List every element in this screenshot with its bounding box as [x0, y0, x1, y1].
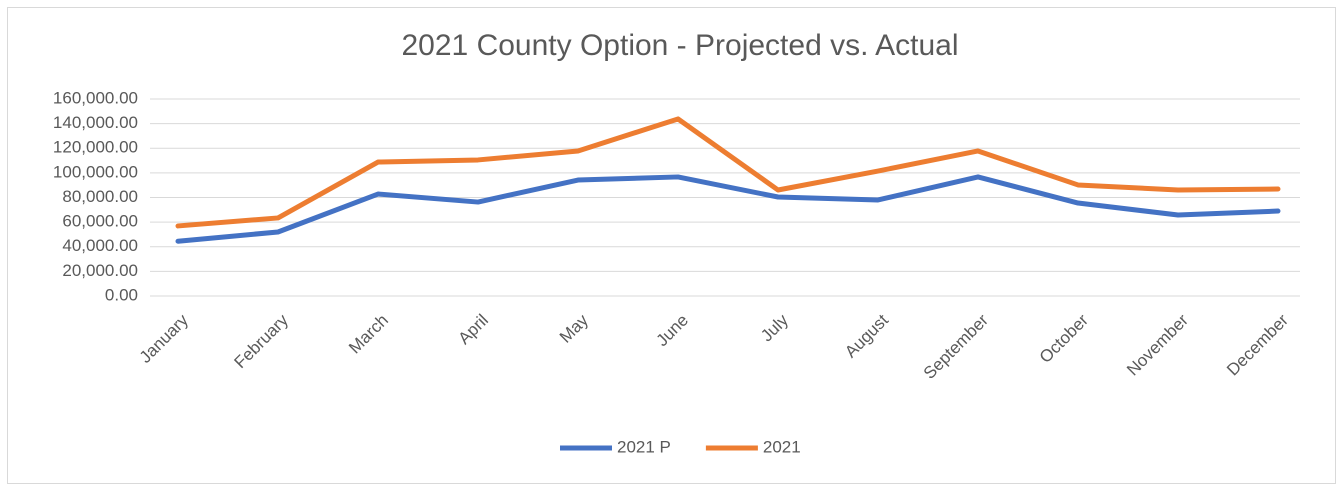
y-tick-label: 0.00 — [105, 285, 138, 304]
chart-title: 2021 County Option - Projected vs. Actua… — [402, 29, 959, 62]
y-tick-label: 60,000.00 — [62, 212, 138, 231]
chart-border — [7, 7, 1336, 484]
series-line — [175, 174, 1281, 244]
y-tick-label: 80,000.00 — [62, 187, 138, 206]
y-tick-label: 120,000.00 — [53, 138, 138, 157]
series-line — [175, 116, 1281, 229]
y-tick-label: 140,000.00 — [53, 113, 138, 132]
legend-label: 2021 — [763, 437, 801, 456]
legend-label: 2021 P — [617, 437, 671, 456]
y-tick-label: 40,000.00 — [62, 236, 138, 255]
y-tick-label: 20,000.00 — [62, 261, 138, 280]
y-tick-label: 100,000.00 — [53, 162, 138, 181]
y-tick-label: 160,000.00 — [53, 88, 138, 107]
